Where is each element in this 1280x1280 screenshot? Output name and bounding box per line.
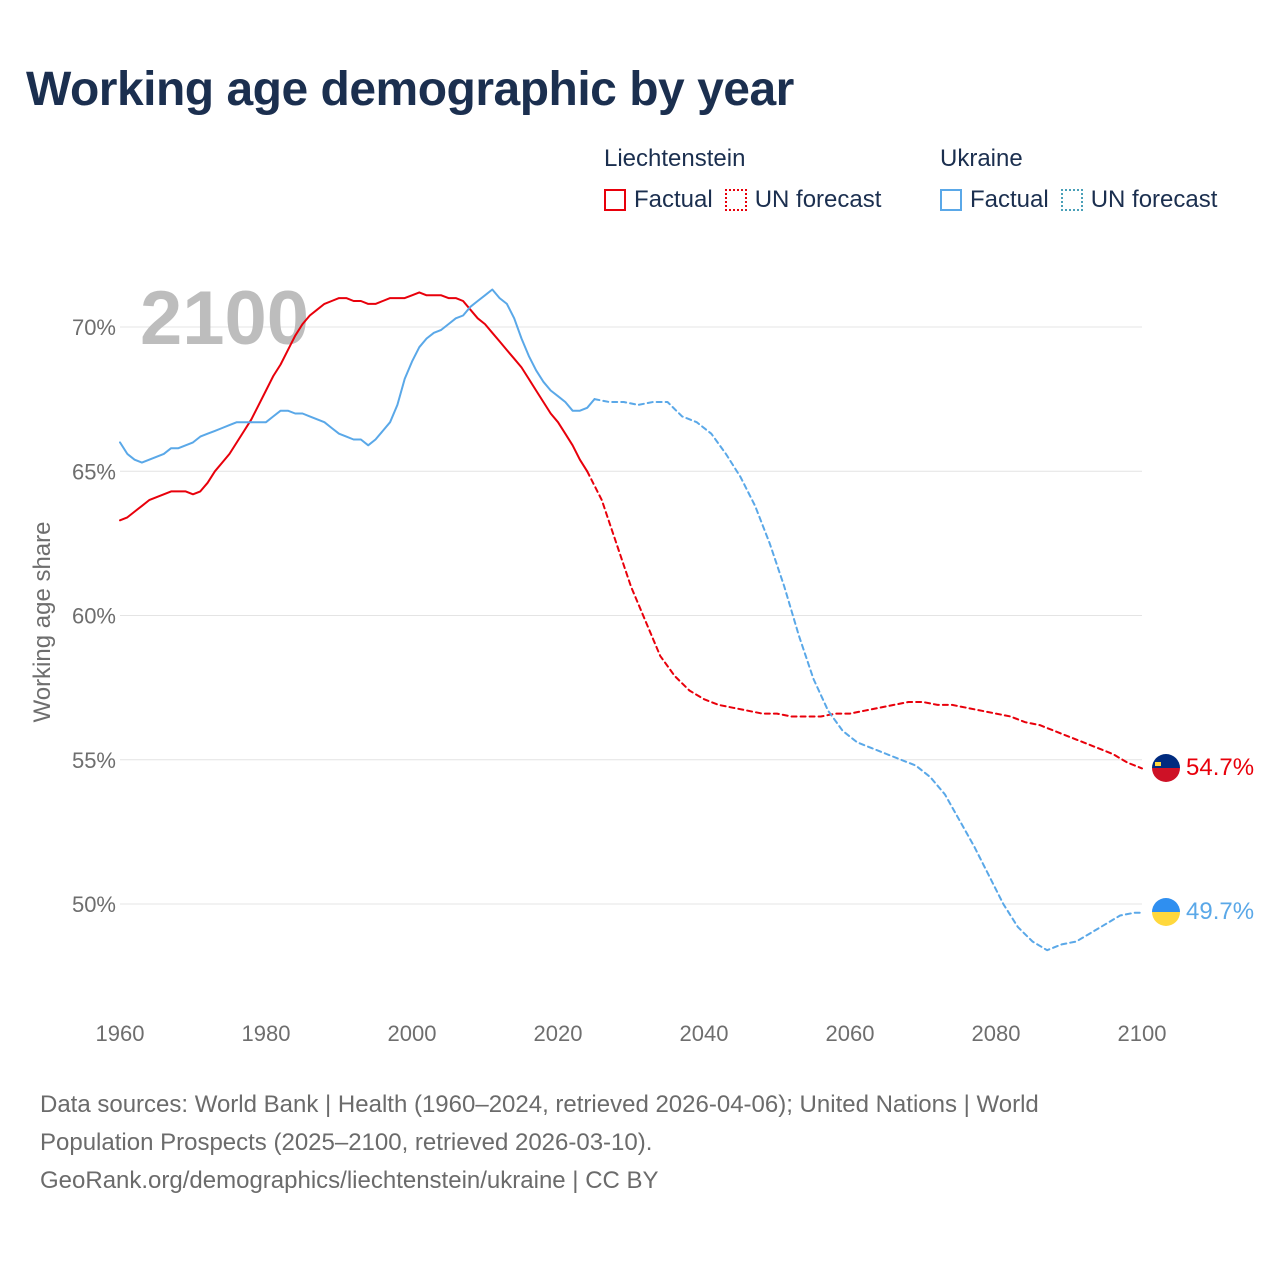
legend-heading-liechtenstein: Liechtenstein <box>604 145 746 172</box>
source-note: Data sources: World Bank | Health (1960–… <box>40 1086 1240 1200</box>
flag-liechtenstein-icon <box>1152 754 1180 782</box>
series-line-ukraine-forecast[interactable] <box>593 398 1143 952</box>
x-tick-label: 2060 <box>826 1021 875 1046</box>
x-tick-label: 1980 <box>242 1021 291 1046</box>
y-axis-ticks: 50% 55% 60% 65% 70% <box>72 315 116 917</box>
series-line-liechtenstein-factual[interactable] <box>119 291 589 522</box>
end-label-liechtenstein: 54.7% <box>1186 754 1254 781</box>
legend-group-ukraine: Ukraine Factual UN forecast <box>940 142 1229 214</box>
y-tick-label: 65% <box>72 459 116 484</box>
y-axis-label: Working age share <box>29 522 56 723</box>
x-tick-label: 2040 <box>680 1021 729 1046</box>
flag-ukraine-icon <box>1152 898 1180 926</box>
y-tick-label: 60% <box>72 604 116 629</box>
x-tick-label: 2000 <box>388 1021 437 1046</box>
year-watermark: 2100 <box>140 276 309 361</box>
series-lines <box>119 288 1143 952</box>
legend-label-ukraine-forecast: UN forecast <box>1090 186 1218 213</box>
x-tick-label: 2020 <box>534 1021 583 1046</box>
source-line-2: Population Prospects (2025–2100, retriev… <box>40 1129 653 1156</box>
y-tick-label: 70% <box>72 315 116 340</box>
series-line-ukraine-factual[interactable] <box>119 288 596 464</box>
legend-label-ukraine-factual: Factual <box>970 186 1049 213</box>
legend-swatch-liechtenstein-factual <box>604 189 626 211</box>
x-tick-label: 2080 <box>972 1021 1021 1046</box>
series-line-liechtenstein-forecast[interactable] <box>586 470 1143 770</box>
x-tick-label: 2100 <box>1118 1021 1167 1046</box>
legend-item-liechtenstein-forecast[interactable]: UN forecast <box>724 186 882 214</box>
chart-plot: 2100 50% 55% 60% 65% 70% 1960 1980 2000 2020 204… <box>29 276 1254 1046</box>
legend-label-liechtenstein-factual: Factual <box>634 186 713 213</box>
legend-item-ukraine-forecast[interactable]: UN forecast <box>1060 186 1218 214</box>
legend-swatch-ukraine-factual <box>940 189 962 211</box>
legend-item-liechtenstein-factual[interactable]: Factual <box>604 186 713 214</box>
source-line-1: Data sources: World Bank | Health (1960–… <box>40 1091 1039 1118</box>
end-label-ukraine: 49.7% <box>1186 898 1254 925</box>
source-line-3[interactable]: GeoRank.org/demographics/liechtenstein/u… <box>40 1167 659 1194</box>
x-axis-ticks: 1960 1980 2000 2020 2040 2060 2080 2100 <box>96 1021 1167 1046</box>
chart-title: Working age demographic by year <box>26 63 794 116</box>
x-tick-label: 1960 <box>96 1021 145 1046</box>
legend-item-ukraine-factual[interactable]: Factual <box>940 186 1049 214</box>
legend-swatch-ukraine-forecast <box>1060 189 1083 211</box>
y-tick-label: 55% <box>72 748 116 773</box>
legend-heading-ukraine: Ukraine <box>940 145 1023 172</box>
grid-lines <box>120 326 1142 905</box>
legend-label-liechtenstein-forecast: UN forecast <box>754 186 882 213</box>
legend-group-liechtenstein: Liechtenstein Factual UN forecast <box>604 142 893 214</box>
y-tick-label: 50% <box>72 892 116 917</box>
legend-swatch-liechtenstein-forecast <box>724 189 747 211</box>
